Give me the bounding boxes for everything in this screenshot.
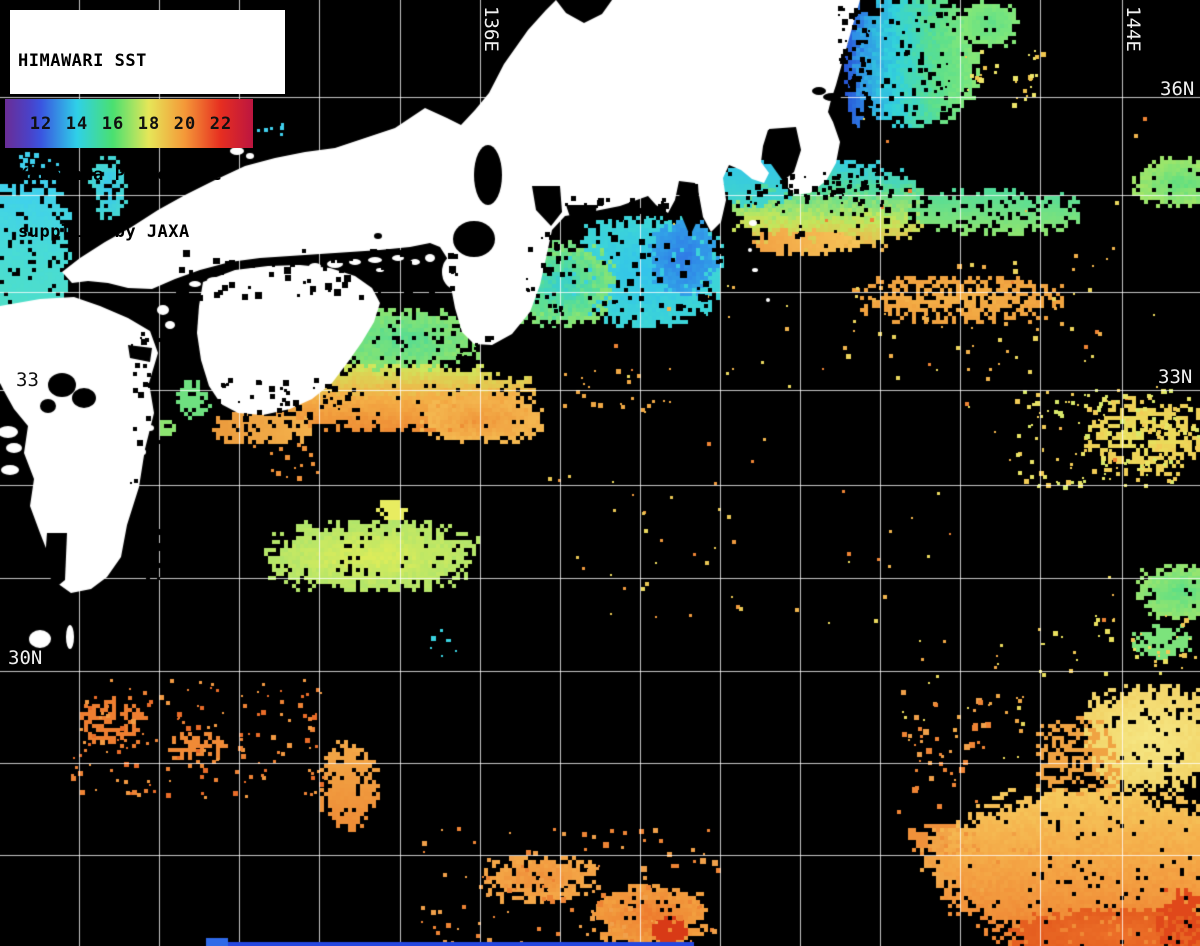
grid-label-144e: 144E bbox=[1122, 6, 1144, 52]
grid-label-33: 33 bbox=[16, 369, 39, 391]
colorbar-tick-12: 12 bbox=[29, 113, 53, 134]
colorbar-tick-16: 16 bbox=[101, 113, 125, 134]
header-region: Kanagawa Prefecture bbox=[18, 165, 222, 185]
grid-label-136e: 136E bbox=[480, 6, 502, 52]
grid-label-33n: 33N bbox=[1158, 366, 1193, 388]
header-source: supplied by JAXA bbox=[18, 222, 190, 242]
colorbar-tick-14: 14 bbox=[65, 113, 89, 134]
colorbar-tick-22: 22 bbox=[209, 113, 233, 134]
colorbar-tick-20: 20 bbox=[173, 113, 197, 134]
grid-label-36n: 36N bbox=[1160, 78, 1195, 100]
header-box: HIMAWARI SST 2026/01/27 18:00 (UTC) Kana… bbox=[10, 10, 285, 242]
temperature-colorbar: 12 14 16 18 20 22 bbox=[5, 99, 253, 148]
header-title: HIMAWARI SST bbox=[18, 51, 147, 71]
colorbar-tick-18: 18 bbox=[137, 113, 161, 134]
grid-label-30n: 30N bbox=[8, 647, 43, 669]
